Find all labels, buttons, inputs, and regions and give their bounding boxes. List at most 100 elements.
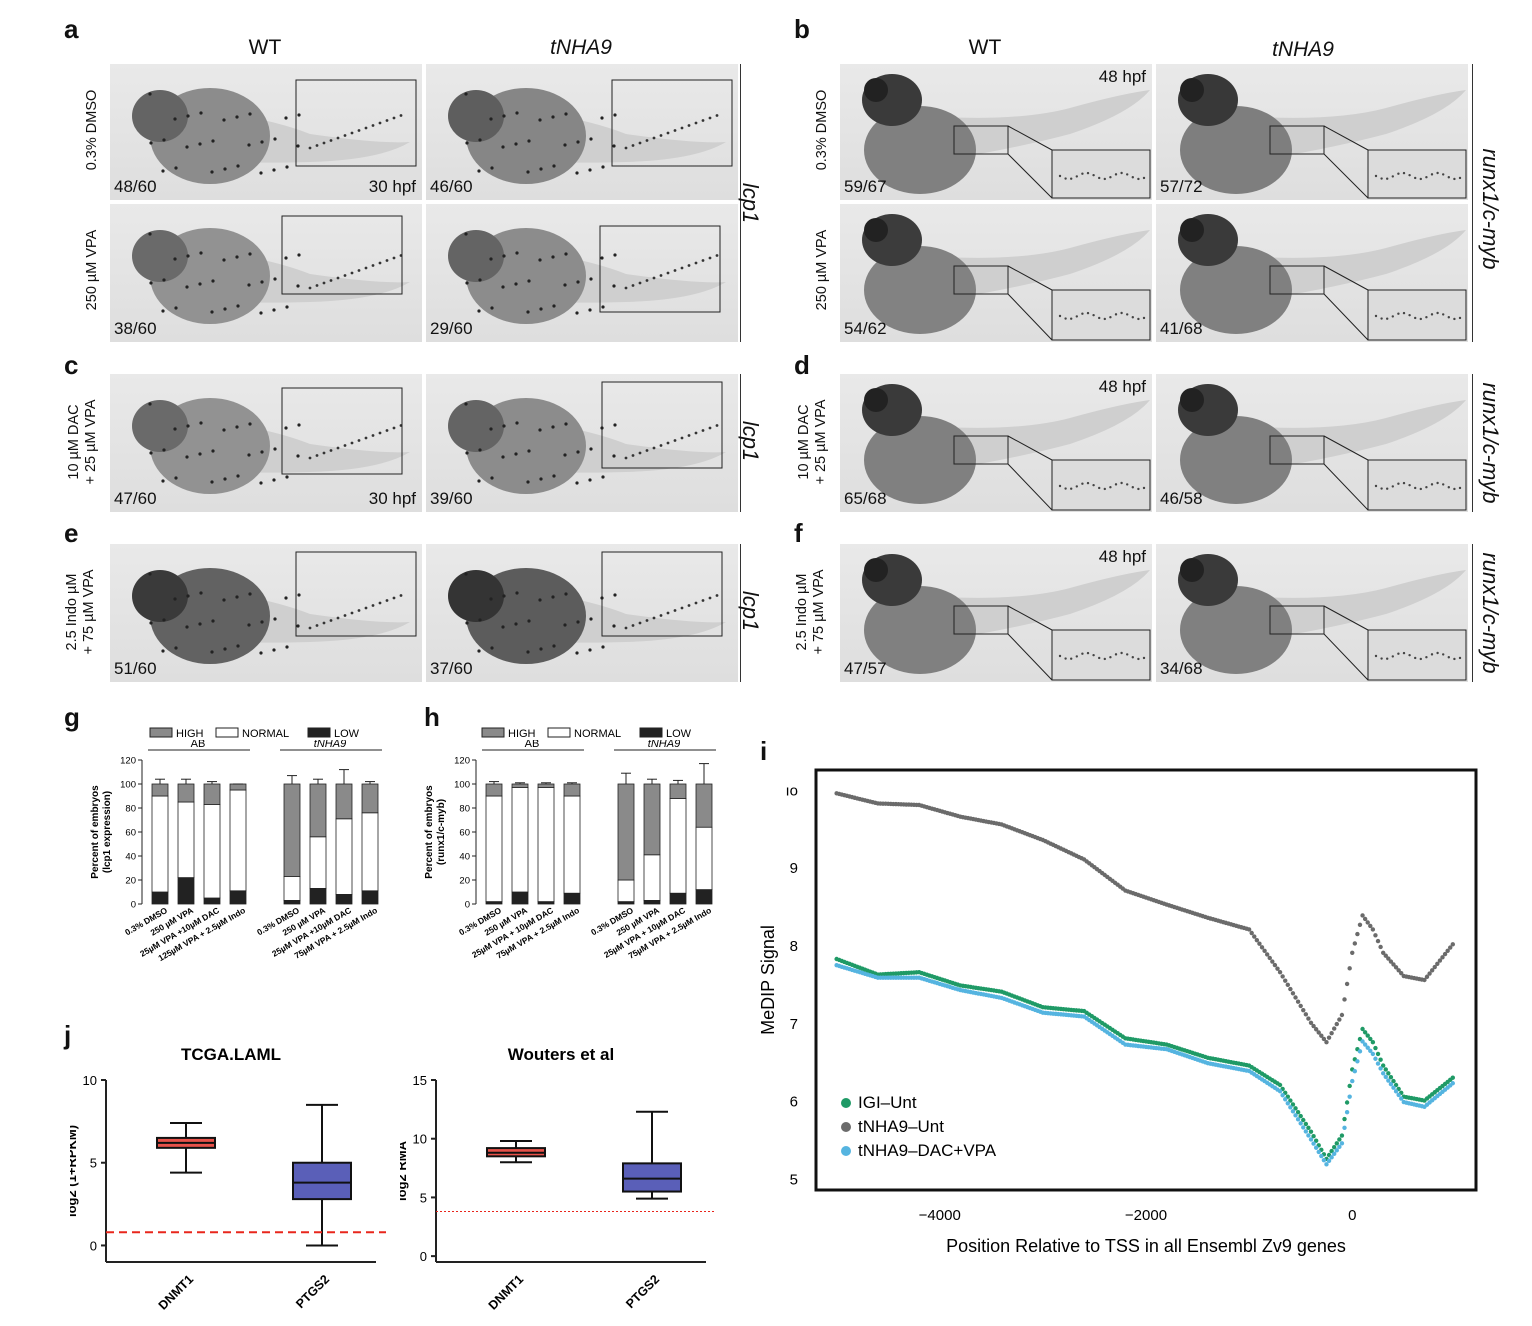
series-point [1257, 941, 1262, 946]
series-point [1313, 1138, 1319, 1143]
bar-segment [511, 783, 529, 788]
panel-letter-j: j [64, 1020, 72, 1050]
box-chart-wouters: Wouters et al 0 5 10 15 log2 RMA DNMT1 PTGS2 [400, 1045, 716, 1313]
embryo-count: 38/60 [114, 319, 157, 338]
embryo-drawing [132, 79, 417, 184]
group-label: tNHA9 [314, 740, 346, 750]
condition-label-dmso-a: 0.3% DMSO [84, 89, 100, 171]
series-point [1399, 1096, 1404, 1101]
series-point [1339, 1133, 1345, 1138]
series-point [1288, 1105, 1293, 1110]
legend-swatch-normal [547, 727, 571, 738]
bar-segment [203, 783, 221, 805]
bar-segment [335, 783, 353, 820]
series-point [1280, 1093, 1285, 1098]
bar-segment [361, 783, 379, 814]
series-point [1285, 1101, 1290, 1106]
legend-entry: IGI–Unt [858, 1093, 917, 1112]
bar-segment [563, 783, 581, 797]
embryo-image-panel: 46/58 [1156, 374, 1468, 512]
y-tick-label: 0 [420, 1249, 427, 1264]
bar-segment [309, 783, 327, 838]
series-point [1272, 962, 1278, 968]
series-point [1313, 1145, 1319, 1150]
y-tick-label: 40 [459, 852, 470, 863]
series-point [1303, 1012, 1309, 1017]
series-point [1332, 1151, 1337, 1157]
bar-segment [151, 891, 169, 905]
series-point [1396, 1092, 1401, 1098]
series-point [1432, 964, 1437, 970]
embryo-count: 46/60 [430, 177, 473, 196]
column-header-wt-a: WT [248, 36, 282, 59]
embryo-drawing [862, 384, 1151, 511]
y-tick-label: 20 [125, 876, 136, 887]
series-point [1290, 991, 1296, 996]
bar-chart-h: 0 20 40 60 80 100 120 Percent of embryos(runx1/… [424, 740, 716, 961]
embryo-image-panel: 47/57 48 hpf [840, 544, 1152, 682]
y-tick-label: 40 [125, 852, 136, 863]
embryo-drawing [132, 215, 410, 324]
condition-label-dac-d: 10 µM DAC + 25 µM VPA [796, 399, 829, 485]
series-point [1293, 995, 1298, 1000]
bar-segment [695, 889, 713, 905]
series-point [1437, 958, 1443, 963]
probe-line-d [1472, 374, 1473, 512]
legend-swatch-low [307, 727, 331, 738]
y-axis-label: Percent of embryos(lcp1 expression) [90, 785, 113, 879]
legend-marker [841, 1122, 851, 1132]
bar-segment [511, 891, 529, 905]
condition-label-indo-e: 2.5 Indo µM + 75 µM VPA [64, 569, 97, 655]
legend-entry: tNHA9–Unt [858, 1117, 944, 1136]
bar-segment [643, 854, 661, 901]
series-point [1344, 1100, 1350, 1105]
embryo-drawing [448, 381, 726, 494]
y-tick-label: 15 [413, 1073, 427, 1088]
series-point [1337, 1144, 1342, 1150]
legend-text-normal: NORMAL [242, 728, 289, 740]
series-point [1303, 1129, 1309, 1134]
series-point [1326, 1035, 1332, 1040]
bar-segment [695, 783, 713, 828]
series-point [1350, 1078, 1355, 1084]
bar-segment [309, 836, 327, 889]
group-label: AB [525, 740, 540, 750]
embryo-image-panel: 37/60 [426, 544, 738, 682]
series-point [1334, 1141, 1339, 1146]
series-point [1252, 934, 1257, 939]
series-point [1355, 931, 1360, 937]
category-label: PTGS2 [623, 1272, 662, 1311]
embryo-count: 46/58 [1160, 489, 1203, 508]
series-point [1368, 1036, 1373, 1042]
panel-letter-f: f [794, 518, 803, 548]
y-tick-label: 0 [90, 1238, 97, 1253]
series-point [1450, 942, 1455, 947]
embryo-image-panel: 57/72 [1156, 64, 1468, 200]
series-point [1373, 1056, 1378, 1061]
bar-segment [309, 887, 327, 905]
legend-text-high: HIGH [508, 728, 536, 740]
series-point [1337, 1017, 1342, 1022]
series-point [1283, 978, 1288, 983]
series-point [1350, 950, 1355, 955]
bar-segment [361, 812, 379, 892]
bar-segment [177, 877, 195, 905]
series-point [1293, 1106, 1298, 1111]
category-label: PTGS2 [293, 1272, 332, 1311]
legend-swatch-normal [215, 727, 239, 738]
y-tick-label: ıo [785, 782, 798, 799]
series-point [1399, 970, 1404, 976]
embryo-drawing [132, 387, 410, 494]
series-point [1368, 1048, 1373, 1053]
series-point [1306, 1125, 1311, 1130]
series-point [1342, 997, 1347, 1002]
series-point [1375, 1051, 1381, 1057]
bar-segment [511, 787, 529, 893]
series-point [1295, 999, 1301, 1004]
embryo-drawing [862, 214, 1151, 341]
y-tick-label: 20 [459, 876, 470, 887]
timepoint-label: 30 hpf [368, 489, 416, 508]
series-point [1259, 945, 1265, 950]
probe-line-b [1472, 64, 1473, 342]
